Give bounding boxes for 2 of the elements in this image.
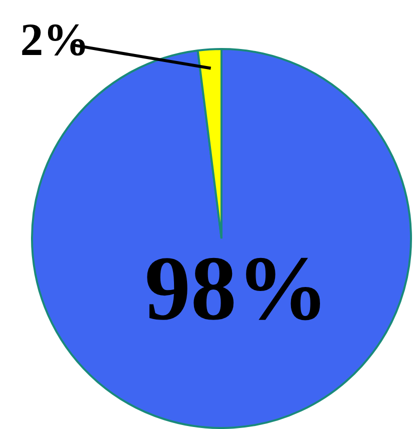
- data-label: 98%: [144, 237, 329, 340]
- data-label: 2%: [20, 14, 90, 66]
